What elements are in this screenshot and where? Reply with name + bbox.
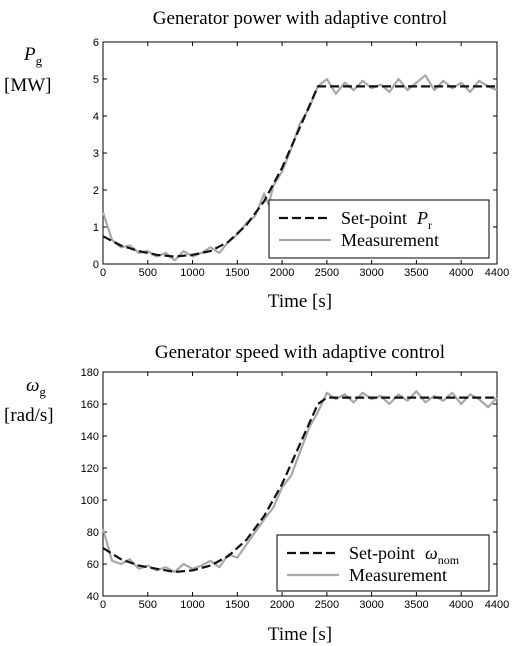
x-tick-label: 4000 xyxy=(449,599,473,611)
x-tick-label: 4400 xyxy=(485,267,509,279)
setpoint-series-line xyxy=(102,85,497,258)
x-tick-label: 3500 xyxy=(404,267,428,279)
legend-entry-name: Set-point xyxy=(341,208,407,228)
legend-entry-symbol: ω xyxy=(425,543,438,563)
y-tick-label: 60 xyxy=(87,559,99,571)
x-tick-label: 1000 xyxy=(180,599,204,611)
x-tick-label: 1500 xyxy=(225,599,249,611)
x-tick-label: 4000 xyxy=(449,267,473,279)
x-axis-label: Time [s] xyxy=(268,624,332,645)
y-tick-label: 120 xyxy=(81,463,99,475)
legend-entry-symbol: P xyxy=(416,208,428,228)
y-tick-label: 5 xyxy=(93,74,99,86)
x-tick-label: 500 xyxy=(139,599,157,611)
y-axis-unit: [MW] xyxy=(4,75,51,96)
x-tick-label: 2000 xyxy=(270,599,294,611)
y-tick-label: 0 xyxy=(93,259,99,271)
legend-entry-name: Measurement xyxy=(341,230,439,250)
y-tick-label: 40 xyxy=(87,591,99,603)
x-tick-label: 0 xyxy=(100,599,106,611)
y-axis-label-symbol: ω xyxy=(26,375,39,396)
x-tick-label: 0 xyxy=(100,267,106,279)
x-tick-label: 3000 xyxy=(359,599,383,611)
power-chart: Generator power with adaptive control Pg [… xyxy=(4,8,509,312)
legend-entry-name: Measurement xyxy=(349,565,447,585)
x-tick-label: 500 xyxy=(139,267,157,279)
legend-entry: Measurement xyxy=(341,230,439,250)
y-tick-label: 3 xyxy=(93,148,99,160)
y-tick-label: 160 xyxy=(81,399,99,411)
legend-entry: Measurement xyxy=(349,565,447,585)
legend-entry: Set-point Pr xyxy=(341,208,432,232)
x-tick-label: 2500 xyxy=(315,267,339,279)
y-axis-label: ωg xyxy=(26,375,46,399)
legend-entry: Set-point ωnom xyxy=(349,543,460,567)
x-tick-label: 3000 xyxy=(359,267,383,279)
legend-entry-subscript: nom xyxy=(438,553,460,567)
y-tick-label: 6 xyxy=(93,37,99,49)
chart-title: Generator speed with adaptive control xyxy=(155,342,445,363)
y-axis-label-subscript: g xyxy=(36,53,43,68)
legend-entry-subscript: r xyxy=(428,218,432,232)
plot-frame xyxy=(102,371,498,597)
y-tick-label: 2 xyxy=(93,185,99,197)
x-axis-label: Time [s] xyxy=(268,291,332,312)
y-tick-label: 100 xyxy=(81,495,99,507)
y-axis-label: Pg xyxy=(23,44,43,68)
x-tick-label: 4400 xyxy=(485,599,509,611)
y-tick-label: 140 xyxy=(81,431,99,443)
legend-box xyxy=(268,199,490,259)
x-tick-label: 1500 xyxy=(225,267,249,279)
y-tick-label: 4 xyxy=(93,111,99,123)
y-tick-label: 180 xyxy=(81,367,99,379)
x-tick-label: 3500 xyxy=(404,599,428,611)
speed-chart: Generator speed with adaptive controlωg[… xyxy=(4,342,509,645)
y-axis-unit: [rad/s] xyxy=(4,405,54,426)
y-axis-label-symbol: P xyxy=(23,44,36,65)
y-axis-label-subscript: g xyxy=(39,384,46,399)
y-tick-label: 80 xyxy=(87,527,99,539)
chart-title: Generator power with adaptive control xyxy=(153,8,447,29)
setpoint-series-line xyxy=(102,396,497,574)
legend-entry-name: Set-point xyxy=(349,543,415,563)
x-tick-label: 1000 xyxy=(180,267,204,279)
legend-box xyxy=(276,534,490,592)
x-tick-label: 2500 xyxy=(315,599,339,611)
x-tick-label: 2000 xyxy=(270,267,294,279)
y-tick-label: 1 xyxy=(93,222,99,234)
measurement-series-line xyxy=(101,390,498,574)
